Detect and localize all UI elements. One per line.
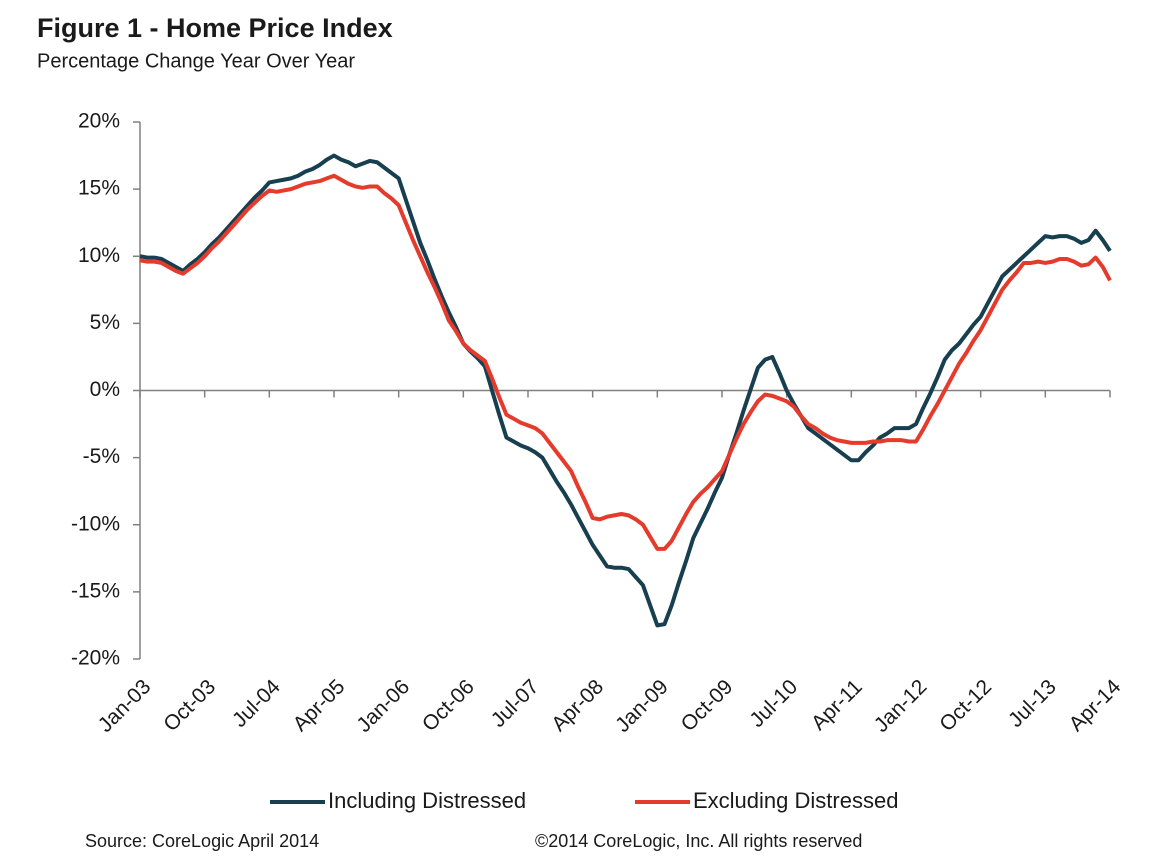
y-tick-label: 15% xyxy=(78,177,120,200)
x-tick-label: Apr-14 xyxy=(1065,675,1126,736)
y-tick-label: -10% xyxy=(71,512,120,535)
data-line xyxy=(139,173,1112,551)
x-tick-label: Jan-03 xyxy=(94,675,156,737)
y-tick-label: 20% xyxy=(78,110,120,133)
x-tick-label: Jan-12 xyxy=(870,675,932,737)
copyright-note: ©2014 CoreLogic, Inc. All rights reserve… xyxy=(535,831,862,851)
x-tick-label: Apr-05 xyxy=(289,675,350,736)
x-tick-label: Oct-03 xyxy=(159,675,220,736)
y-tick-label: -20% xyxy=(71,647,120,670)
x-tick-label: Oct-06 xyxy=(418,675,479,736)
x-tick-label: Jul-13 xyxy=(1004,675,1061,732)
x-tick-label: Jan-06 xyxy=(352,675,414,737)
chart-title: Figure 1 - Home Price Index xyxy=(37,13,393,43)
x-tick-label: Oct-09 xyxy=(677,675,738,736)
legend-label: Excluding Distressed xyxy=(693,788,898,813)
y-tick-label: 0% xyxy=(90,378,120,401)
y-tick-label: 5% xyxy=(90,311,120,334)
x-tick-label: Jul-04 xyxy=(228,675,285,732)
x-tick-label: Jan-09 xyxy=(611,675,673,737)
y-tick-label: -5% xyxy=(83,445,120,468)
y-tick-label: -15% xyxy=(71,579,120,602)
y-tick-label: 10% xyxy=(78,244,120,267)
data-line xyxy=(139,153,1112,628)
legend-label: Including Distressed xyxy=(328,788,526,813)
x-tick-label: Apr-11 xyxy=(807,675,867,735)
chart-subtitle: Percentage Change Year Over Year xyxy=(37,50,355,72)
x-tick-label: Jul-07 xyxy=(487,675,544,732)
source-note: Source: CoreLogic April 2014 xyxy=(85,831,319,851)
x-tick-label: Jul-10 xyxy=(745,675,802,732)
x-tick-label: Oct-12 xyxy=(935,675,996,736)
x-tick-label: Apr-08 xyxy=(547,675,608,736)
